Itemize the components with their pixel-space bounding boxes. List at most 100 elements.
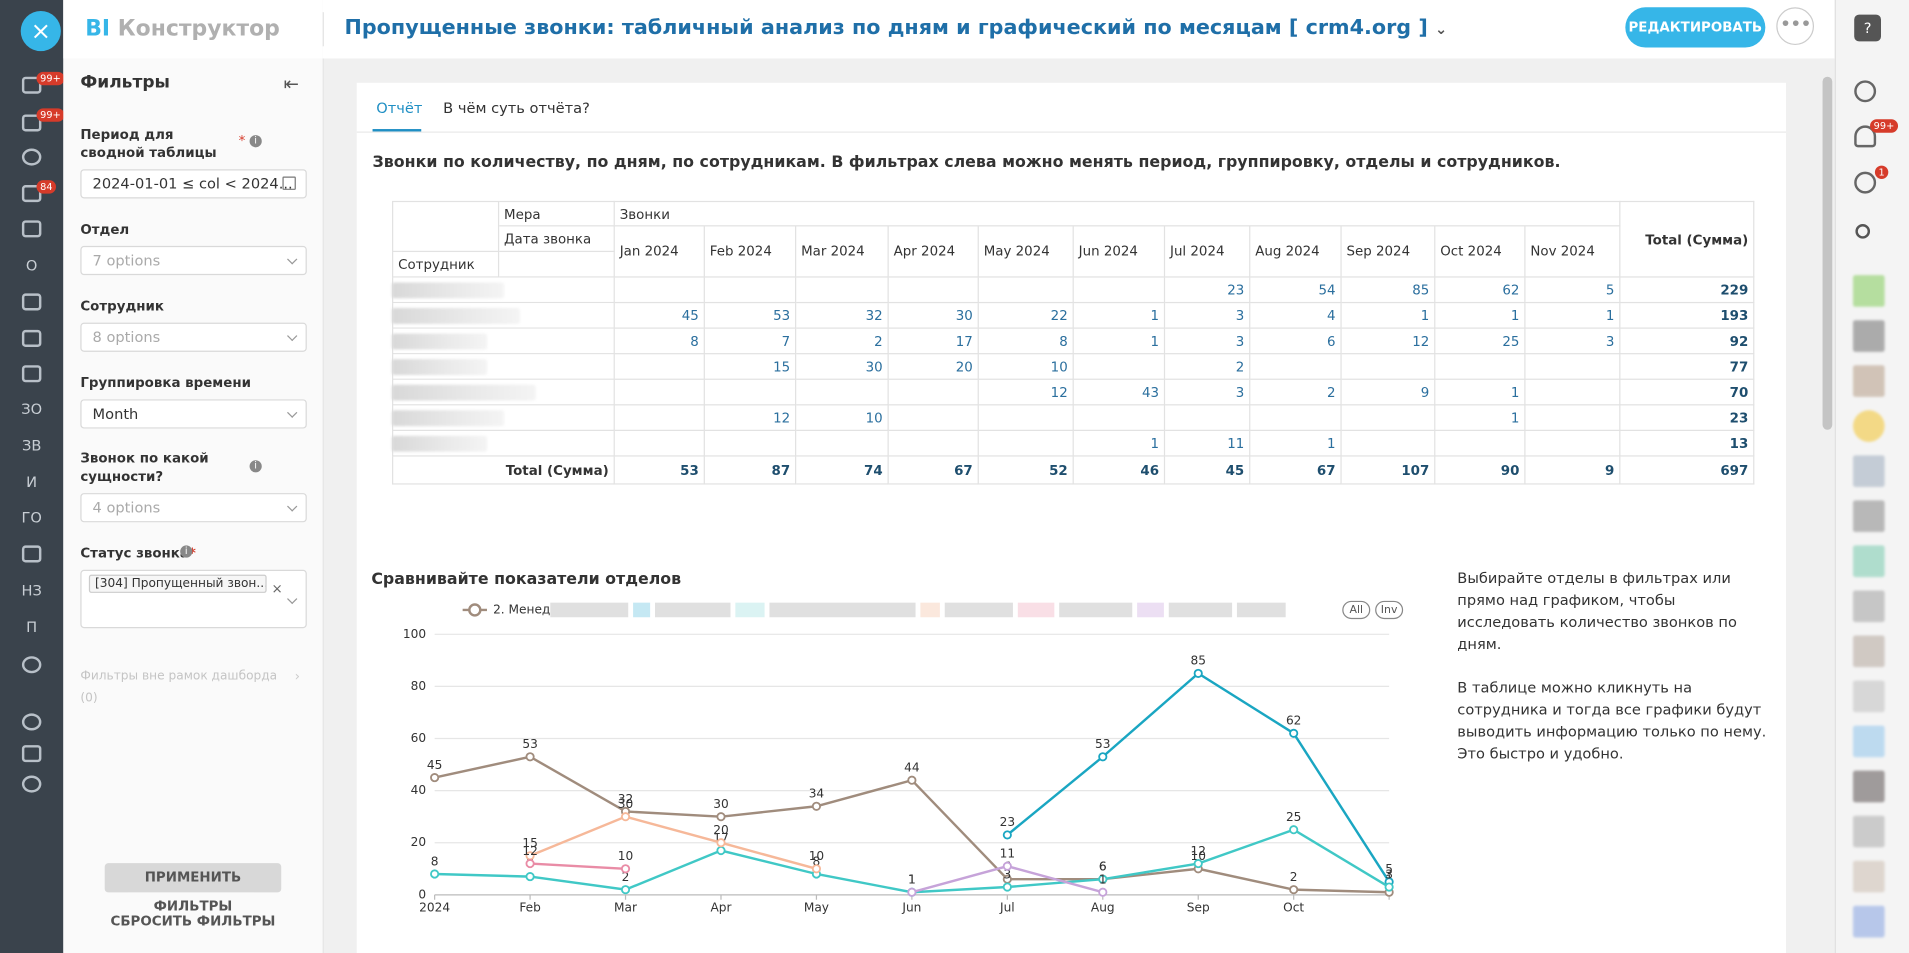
close-button[interactable]: × [20,10,61,52]
legend-blurred[interactable] [1137,602,1164,618]
outside-filters[interactable]: Фильтры вне рамок дашборда [80,669,278,684]
data-point[interactable] [1289,728,1299,738]
legend-blurred[interactable] [769,602,916,618]
nav-icon[interactable] [21,775,42,793]
avatar[interactable] [1852,815,1885,848]
data-point[interactable] [1384,882,1394,892]
search-icon[interactable] [1855,224,1871,239]
legend-blurred[interactable] [1059,602,1133,618]
legend-blurred[interactable] [1168,602,1233,618]
legend-button[interactable] [1342,600,1371,620]
scrollbar[interactable] [1820,58,1835,953]
filter-select[interactable]: 8 options [80,322,307,352]
data-point[interactable] [1002,882,1012,892]
tool-icon[interactable] [1854,80,1877,103]
legend-blurred[interactable] [944,602,1013,618]
nav-icon[interactable] [21,365,42,383]
avatar[interactable] [1852,680,1885,713]
legend-button-label[interactable]: Inv [1381,603,1398,616]
data-point[interactable] [1098,752,1108,762]
avatar[interactable] [1852,860,1885,893]
data-point[interactable] [620,812,631,822]
data-point[interactable] [1002,830,1012,840]
avatar[interactable] [1852,275,1885,307]
nav-icon[interactable] [21,656,42,674]
tag-remove[interactable]: × [271,580,283,597]
data-point[interactable] [620,885,631,895]
filter-multiselect[interactable]: [304] Пропущенный звон... × [80,569,307,629]
nav-icon[interactable] [21,114,42,132]
data-point[interactable] [907,887,917,897]
edit-button[interactable]: РЕДАКТИРОВАТЬ [1625,7,1766,48]
avatar[interactable] [1852,590,1885,623]
nav-item[interactable]: П [26,618,38,636]
bell-icon[interactable] [1854,125,1877,148]
chat-icon[interactable] [1854,171,1877,194]
legend-blurred[interactable] [550,602,629,618]
data-point[interactable] [525,859,535,869]
nav-item[interactable]: ЗО [21,400,43,418]
legend-blurred[interactable] [920,602,940,618]
avatar[interactable] [1852,905,1885,938]
title-dropdown[interactable]: ⌄ [1434,20,1448,38]
avatar[interactable] [1852,455,1885,487]
tab-active[interactable]: Отчёт [376,99,423,117]
data-point[interactable] [620,864,631,874]
data-point[interactable] [1289,885,1299,895]
nav-icon[interactable] [21,545,42,563]
data-point[interactable] [525,872,535,882]
data-point[interactable] [811,801,822,811]
more-button[interactable]: ••• [1776,7,1815,46]
nav-item[interactable]: ГО [21,508,42,526]
avatar[interactable] [1852,635,1885,668]
data-point[interactable] [525,752,535,762]
info-icon[interactable]: i [249,135,262,148]
reset-button[interactable]: СБРОСИТЬ ФИЛЬТРЫ [110,913,276,929]
avatar[interactable] [1852,770,1885,803]
info-icon[interactable]: i [249,460,262,473]
avatar[interactable] [1852,725,1885,758]
legend-button[interactable] [1375,600,1404,620]
legend-blurred[interactable] [633,602,651,618]
nav-icon[interactable] [21,713,42,731]
nav-icon[interactable] [21,185,42,203]
avatar[interactable] [1852,410,1885,442]
legend-blurred[interactable] [654,602,731,618]
legend-blurred[interactable] [735,602,765,618]
nav-item[interactable]: О [25,256,38,274]
data-point[interactable] [1098,887,1108,897]
data-point[interactable] [1289,825,1299,835]
nav-item[interactable]: И [26,473,38,491]
nav-icon[interactable] [21,220,42,238]
data-point[interactable] [1193,859,1203,869]
avatar[interactable] [1852,500,1885,533]
avatar[interactable] [1852,320,1885,352]
legend-blurred[interactable] [1017,602,1055,618]
nav-icon[interactable] [21,293,42,311]
avatar[interactable] [1852,545,1885,578]
nav-icon[interactable] [21,745,42,763]
legend-label[interactable]: 2. Менед [493,602,550,616]
filter-input[interactable]: 2024-01-01 ≤ col < 2024... [80,169,307,199]
help-icon[interactable]: ? [1854,14,1881,42]
tab[interactable]: В чём суть отчёта? [443,99,590,117]
nav-icon[interactable] [21,76,42,94]
nav-icon[interactable] [21,148,42,166]
data-point[interactable] [716,845,726,856]
nav-icon[interactable] [21,329,42,347]
avatar[interactable] [1852,365,1885,397]
legend-button-label[interactable]: All [1349,603,1363,616]
info-icon[interactable]: i [180,545,193,558]
data-point[interactable] [907,775,917,785]
filter-select[interactable]: 4 options [80,493,307,523]
filter-select[interactable]: Month [80,399,307,429]
data-point[interactable] [716,838,726,848]
data-point[interactable] [716,812,726,822]
data-point[interactable] [430,869,440,879]
data-point[interactable] [1193,668,1203,678]
data-point[interactable] [811,864,822,874]
data-point[interactable] [430,773,440,783]
apply-button[interactable]: ПРИМЕНИТЬ ФИЛЬТРЫ [104,863,282,914]
collapse-icon[interactable]: ⇤ [283,73,299,95]
filter-select[interactable]: 7 options [80,245,307,276]
